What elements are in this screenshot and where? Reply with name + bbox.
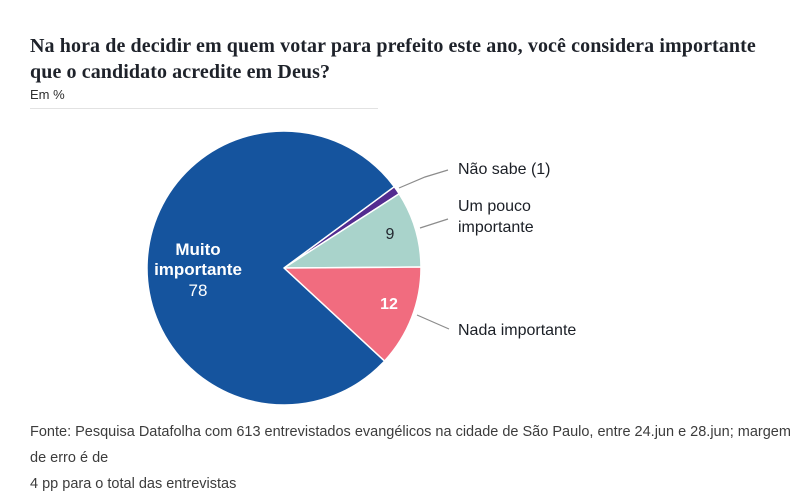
chart-title-line-1: Na hora de decidir em quem votar para pr… <box>30 35 756 57</box>
source-note-line-2: 4 pp para o total das entrevistas <box>30 476 237 492</box>
leader-line-nada <box>416 314 450 330</box>
slice-label-muito-importante: Muito importante 78 <box>108 240 288 301</box>
callout-um-pouco-importante: Um pouco importante <box>458 198 534 236</box>
slice-value-muito: 78 <box>188 281 208 300</box>
slice-value-um-pouco: 9 <box>385 226 395 243</box>
slice-value-nada: 12 <box>380 296 398 313</box>
callout-nada-importante: Nada importante <box>458 322 577 339</box>
leader-lines <box>398 169 450 330</box>
source-note-line-1: Fonte: Pesquisa Datafolha com 613 entrev… <box>30 424 791 466</box>
chart-title-line-2: que o candidato acredite em Deus? <box>30 61 331 83</box>
divider-line <box>30 108 378 109</box>
leader-line-um-pouco <box>419 218 449 229</box>
slice-label-muito-text: Muito importante <box>154 240 242 279</box>
pie-slices <box>146 130 422 406</box>
leader-line-nao-sabe <box>398 169 449 189</box>
callout-nao-sabe: Não sabe (1) <box>458 161 551 178</box>
source-note: Fonte: Pesquisa Datafolha com 613 entrev… <box>30 419 800 496</box>
pie-slice-nada-importante <box>283 266 422 362</box>
chart-title: Na hora de decidir em quem votar para pr… <box>30 33 790 85</box>
pie-slice-muito-importante <box>146 130 396 406</box>
unit-label: Em % <box>30 87 65 102</box>
